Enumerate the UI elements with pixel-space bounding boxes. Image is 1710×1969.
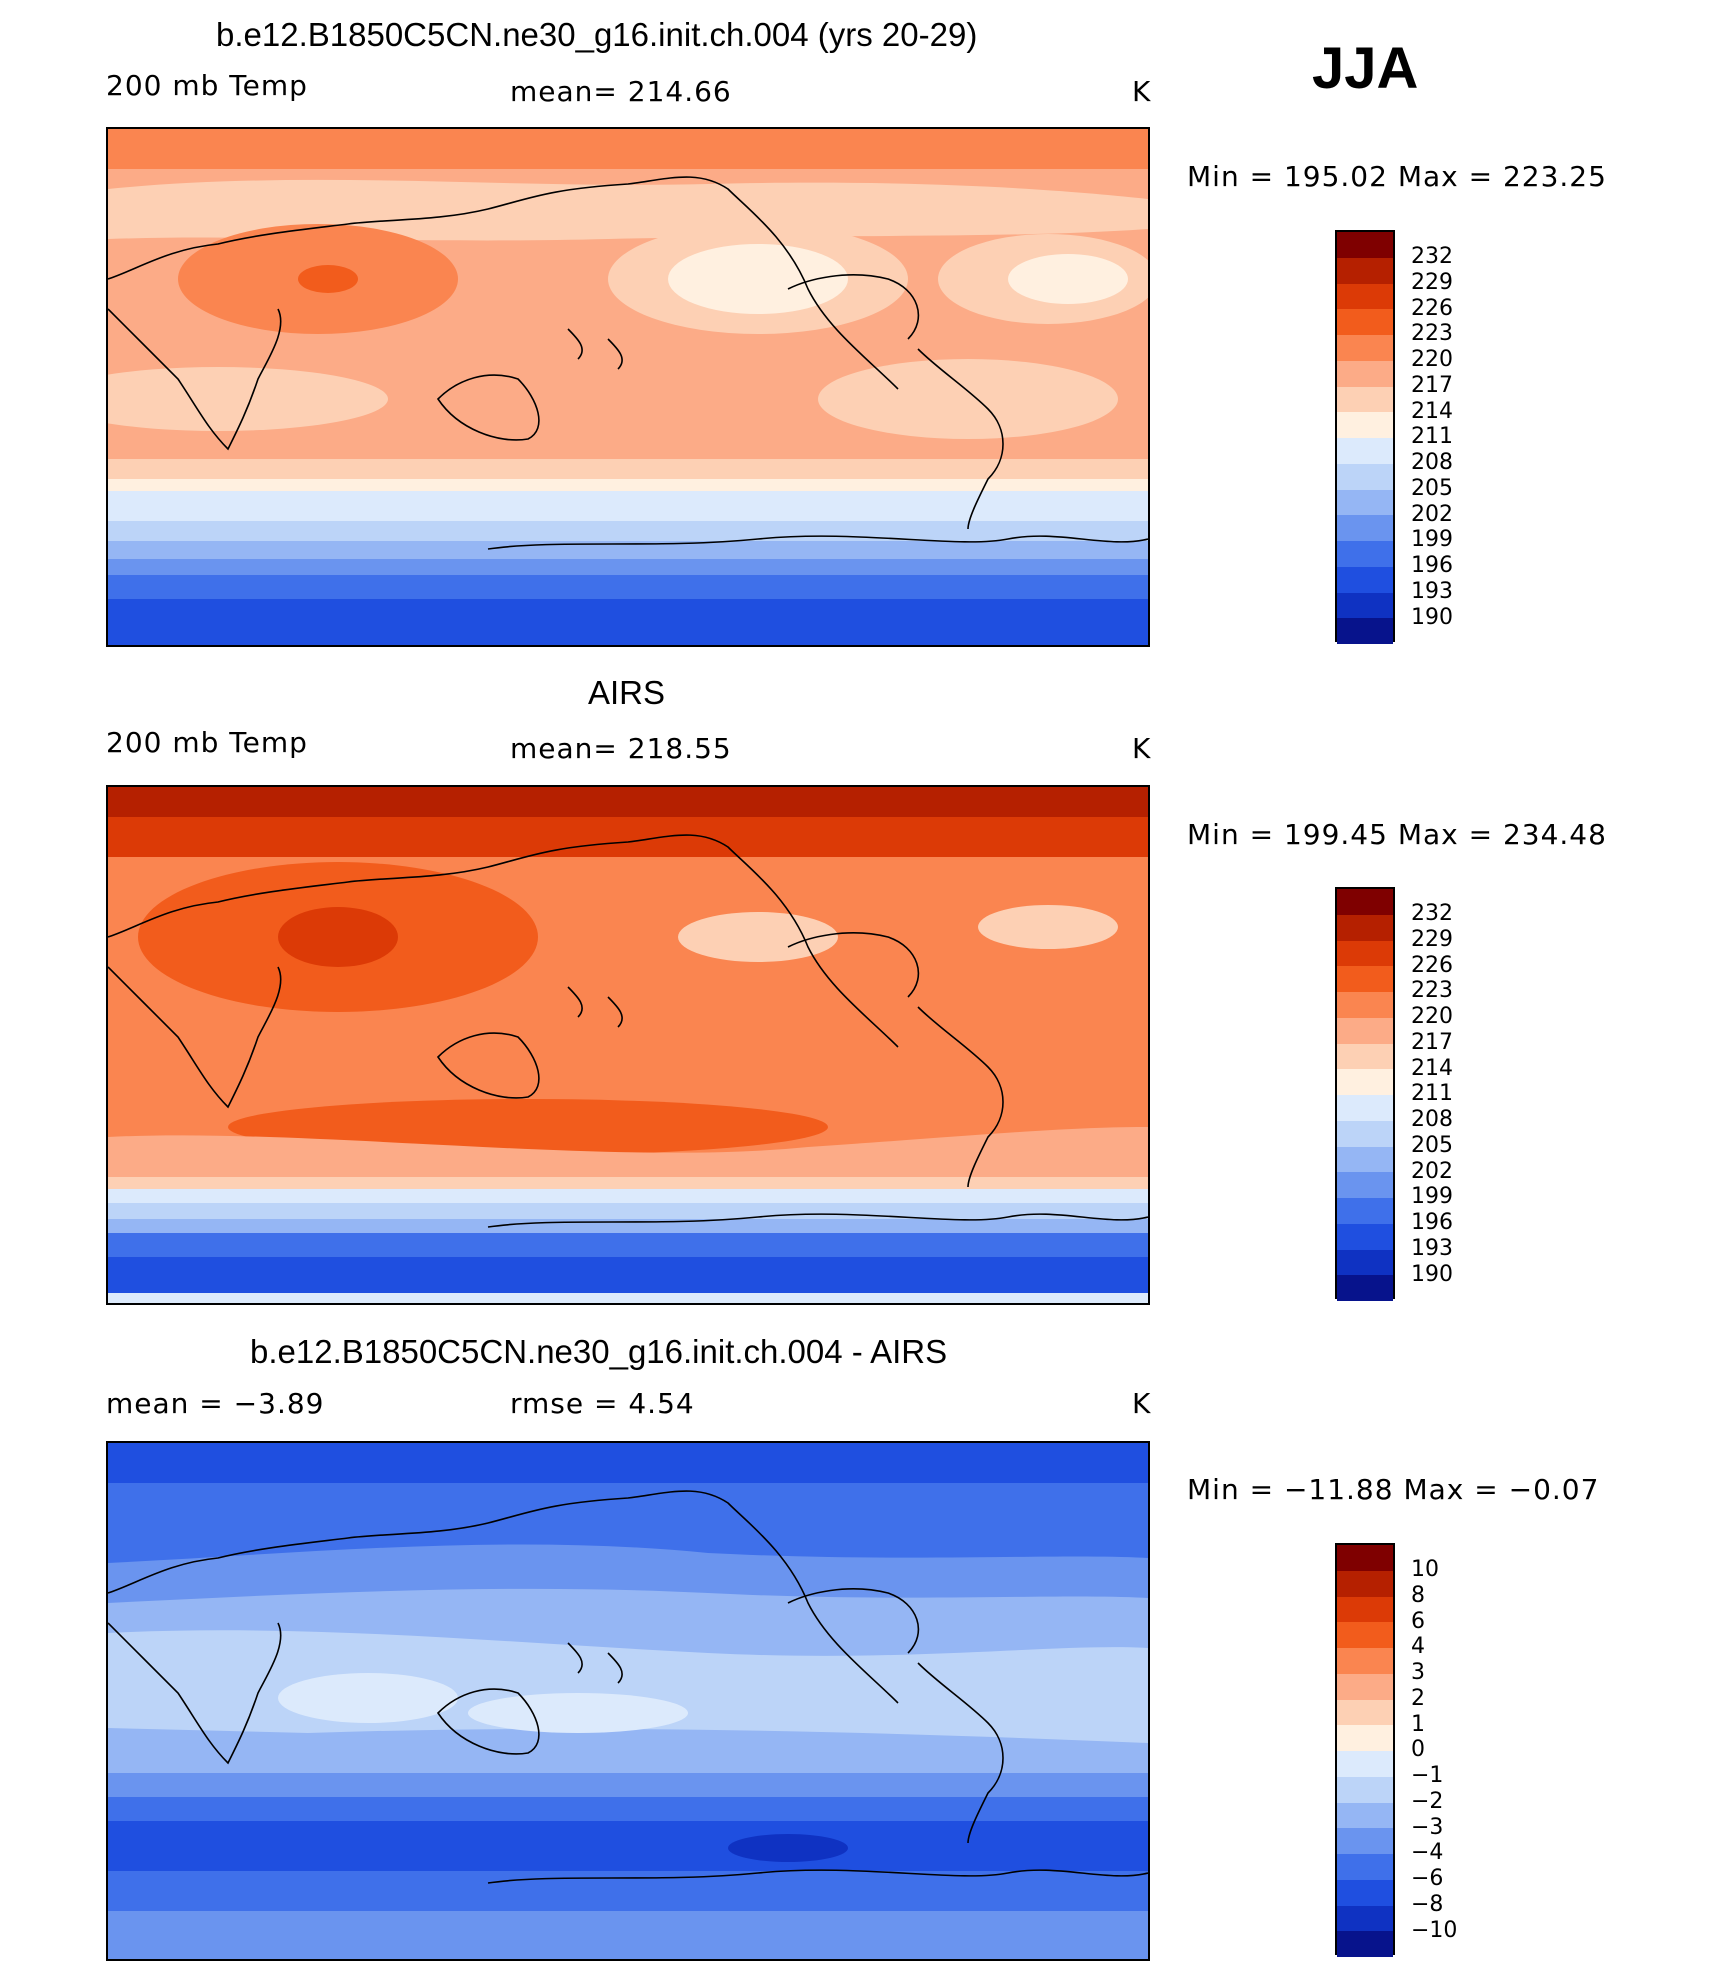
colorbar-label: 202: [1411, 502, 1453, 527]
colorbar-label: −3: [1411, 1815, 1444, 1840]
colorbar-label: 211: [1411, 424, 1453, 449]
colorbar-label: 232: [1411, 901, 1453, 926]
colorbar-label: 205: [1411, 476, 1453, 501]
colorbar-label: −10: [1411, 1918, 1458, 1943]
panel-model-mean: mean= 214.66: [510, 75, 732, 108]
colorbar-label: 190: [1411, 605, 1453, 630]
colorbar-label: 220: [1411, 1004, 1453, 1029]
colorbar-label: 232: [1411, 244, 1453, 269]
colorbar-label: −8: [1411, 1892, 1444, 1917]
colorbar-label: 193: [1411, 1236, 1453, 1261]
colorbar-label: −4: [1411, 1840, 1444, 1865]
panel-obs-map: [106, 785, 1150, 1305]
colorbar-label: 196: [1411, 553, 1453, 578]
colorbar-label: 208: [1411, 450, 1453, 475]
panel-model-variable: 200 mb Temp: [106, 69, 308, 102]
panel-obs-units: K: [1132, 732, 1152, 765]
panel-obs-minmax: Min = 199.45 Max = 234.48: [1187, 818, 1607, 851]
colorbar-label: −6: [1411, 1866, 1444, 1891]
colorbar-label: 2: [1411, 1686, 1425, 1711]
colorbar-label: 8: [1411, 1583, 1425, 1608]
colorbar-label: 220: [1411, 347, 1453, 372]
colorbar-box: [1335, 887, 1395, 1301]
colorbar-label: 199: [1411, 527, 1453, 552]
colorbar-box: [1335, 230, 1395, 644]
colorbar-label: 205: [1411, 1133, 1453, 1158]
colorbar-label: 3: [1411, 1660, 1425, 1685]
colorbar-box: [1335, 1543, 1395, 1957]
panel-diff-minmax: Min = −11.88 Max = −0.07: [1187, 1473, 1600, 1506]
colorbar-label: 223: [1411, 978, 1453, 1003]
colorbar-label: 229: [1411, 270, 1453, 295]
panel-diff-map: [106, 1441, 1150, 1961]
colorbar-label: 214: [1411, 1056, 1453, 1081]
colorbar-label: 226: [1411, 296, 1453, 321]
panel-model-minmax: Min = 195.02 Max = 223.25: [1187, 160, 1607, 193]
colorbar-label: 4: [1411, 1634, 1425, 1659]
colorbar-label: 217: [1411, 1030, 1453, 1055]
colorbar-label: 193: [1411, 579, 1453, 604]
colorbar-label: 226: [1411, 953, 1453, 978]
colorbar-label: 196: [1411, 1210, 1453, 1235]
colorbar-label: −1: [1411, 1763, 1444, 1788]
panel-diff-units: K: [1132, 1387, 1152, 1420]
season-label: JJA: [1312, 36, 1419, 101]
panel-obs-variable: 200 mb Temp: [106, 726, 308, 759]
colorbar-label: 202: [1411, 1159, 1453, 1184]
panel-diff-title: b.e12.B1850C5CN.ne30_g16.init.ch.004 - A…: [250, 1333, 948, 1370]
colorbar-label: 10: [1411, 1557, 1439, 1582]
panel-obs-title: AIRS: [588, 674, 666, 711]
colorbar-label: 223: [1411, 321, 1453, 346]
colorbar-label: 0: [1411, 1737, 1425, 1762]
colorbar-label: 214: [1411, 399, 1453, 424]
colorbar-label: 208: [1411, 1107, 1453, 1132]
colorbar-label: 1: [1411, 1712, 1425, 1737]
colorbar-label: 199: [1411, 1184, 1453, 1209]
colorbar-label: 6: [1411, 1609, 1425, 1634]
colorbar-label: 217: [1411, 373, 1453, 398]
panel-obs-mean: mean= 218.55: [510, 732, 732, 765]
panel-model-title: b.e12.B1850C5CN.ne30_g16.init.ch.004 (yr…: [216, 16, 978, 53]
panel-model-map: [106, 127, 1150, 647]
panel-diff-mean: mean = −3.89: [106, 1387, 325, 1420]
colorbar-label: 229: [1411, 927, 1453, 952]
colorbar-label: 190: [1411, 1262, 1453, 1287]
colorbar-label: 211: [1411, 1081, 1453, 1106]
panel-model-units: K: [1132, 75, 1152, 108]
colorbar-label: −2: [1411, 1789, 1444, 1814]
panel-diff-rmse: rmse = 4.54: [510, 1387, 695, 1420]
